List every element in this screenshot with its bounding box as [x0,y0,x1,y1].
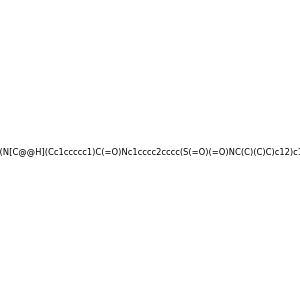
Text: O=C(N[C@@H](Cc1ccccc1)C(=O)Nc1cccc2cccc(S(=O)(=O)NC(C)(C)C)c12)c1nccs1: O=C(N[C@@H](Cc1ccccc1)C(=O)Nc1cccc2cccc(… [0,147,300,156]
